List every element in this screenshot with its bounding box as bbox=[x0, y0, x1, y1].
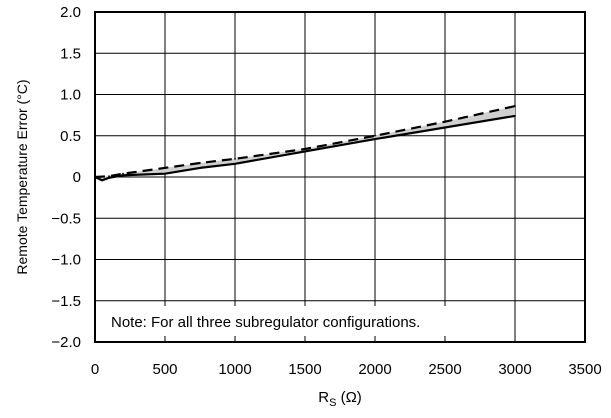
x-axis-label: RS (Ω) bbox=[318, 389, 362, 409]
data-point-solid-9 bbox=[444, 126, 446, 129]
x-tick-label-4: 2000 bbox=[358, 361, 391, 378]
x-tick-label-6: 3000 bbox=[498, 361, 531, 378]
x-tick-label-3: 1500 bbox=[288, 361, 321, 378]
y-axis-label: Remote Temperature Error (°C) bbox=[14, 79, 30, 274]
x-tick-label-7: 3500 bbox=[568, 361, 601, 378]
y-tick-label-2: 1.0 bbox=[60, 87, 81, 104]
data-point-solid-7 bbox=[304, 150, 306, 153]
y-tick-label-5: −0.5 bbox=[51, 210, 81, 227]
series-band-fill bbox=[95, 106, 515, 181]
data-point-dashed-5 bbox=[234, 157, 236, 160]
data-point-dashed-8 bbox=[444, 120, 446, 123]
data-point-dashed-1 bbox=[108, 175, 110, 178]
x-axis-label-unit: (Ω) bbox=[336, 389, 361, 406]
series-lines bbox=[94, 105, 516, 182]
data-point-dashed-4 bbox=[199, 162, 201, 164]
data-point-solid-5 bbox=[199, 167, 201, 169]
plot-frame bbox=[94, 11, 586, 343]
data-point-dashed-9 bbox=[514, 105, 516, 107]
y-tick-label-7: −1.5 bbox=[51, 293, 81, 310]
annotation-background bbox=[104, 306, 491, 336]
x-tick-label-1: 500 bbox=[152, 361, 177, 378]
data-point-solid-1 bbox=[101, 179, 103, 182]
x-tick-label-0: 0 bbox=[91, 361, 99, 378]
y-tick-label-4: 0 bbox=[73, 169, 81, 186]
data-point-dashed-6 bbox=[304, 148, 306, 150]
data-point-solid-4 bbox=[164, 172, 166, 175]
y-tick-label-6: −1.0 bbox=[51, 252, 81, 269]
grid bbox=[95, 12, 585, 342]
y-tick-label-8: −2.0 bbox=[51, 334, 81, 351]
data-point-solid-10 bbox=[514, 115, 516, 117]
annotation-box: Note: For all three subregulator configu… bbox=[104, 306, 491, 336]
annotation-text: Note: For all three subregulator configu… bbox=[111, 314, 420, 331]
y-tick-label-3: 0.5 bbox=[60, 128, 81, 145]
y-tick-label-0: 2.0 bbox=[60, 4, 81, 21]
data-point-solid-3 bbox=[122, 174, 124, 177]
tick-labels: 0 500 1000 1500 2000 2500 3000 3500 2.0 1.5 1.0 0.5… bbox=[51, 4, 601, 378]
x-tick-label-2: 1000 bbox=[218, 361, 251, 378]
x-axis-label-subscript: S bbox=[329, 397, 336, 409]
shaded-band bbox=[95, 106, 515, 181]
series-line-dashed bbox=[94, 105, 516, 179]
data-point-solid-2 bbox=[108, 176, 110, 179]
data-point-dashed-2 bbox=[122, 172, 124, 175]
data-point-dashed-3 bbox=[164, 167, 166, 169]
y-tick-label-1: 1.5 bbox=[60, 45, 81, 62]
data-point-solid-6 bbox=[234, 162, 236, 165]
data-point-solid-8 bbox=[374, 138, 376, 140]
x-axis-label-main: R bbox=[318, 389, 329, 406]
x-tick-label-5: 2500 bbox=[428, 361, 461, 378]
data-point-dashed-7 bbox=[374, 134, 376, 137]
